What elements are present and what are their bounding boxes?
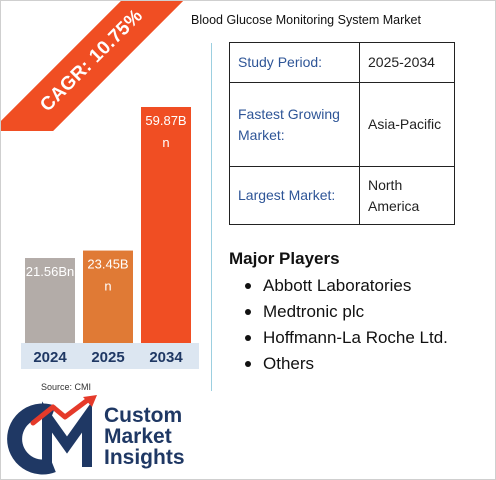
source-note: Source: CMI (41, 382, 92, 392)
largest-market-key: Largest Market: (229, 166, 360, 225)
list-item: Abbott Laboratories (243, 273, 483, 299)
table-row: Largest Market: North America (229, 166, 455, 225)
tick-label-2025: 2025 (91, 349, 124, 366)
study-period-value: 2025-2034 (359, 42, 455, 83)
logo-line-market: Market (104, 425, 172, 448)
fastest-market-key: Fastest Growing Market: (229, 82, 360, 167)
bar-2025 (83, 250, 133, 343)
bar-2034 (141, 107, 191, 343)
list-item: Others (243, 351, 483, 377)
bar-chart: 21.56Bn 2024 23.45B n 2025 59.87B n 2034 (21, 107, 199, 369)
bar-2024 (25, 258, 75, 343)
players-list: Abbott Laboratories Medtronic plc Hoffma… (243, 273, 483, 377)
data-label-2034: 59.87B n (145, 113, 186, 150)
year-band (21, 343, 199, 369)
logo-m-mark (42, 401, 92, 467)
data-label-2025: 23.45B n (87, 257, 128, 294)
cmi-logo (7, 395, 97, 475)
logo-line-custom: Custom (104, 404, 183, 427)
logo-c-mark (7, 403, 56, 475)
list-item: Medtronic plc (243, 299, 483, 325)
data-label-2024: 21.56Bn (26, 264, 74, 279)
tick-label-2034: 2034 (149, 349, 183, 366)
logo-wordmark: Custom Market Insights (104, 405, 185, 468)
page-title: Blood Glucose Monitoring System Market (191, 13, 421, 27)
largest-market-value: North America (359, 166, 455, 225)
tick-label-2024: 2024 (33, 349, 67, 366)
list-item: Hoffmann-La Roche Ltd. (243, 325, 483, 351)
fastest-market-value: Asia-Pacific (359, 82, 455, 167)
players-heading: Major Players (229, 249, 340, 268)
table-row: Fastest Growing Market: Asia-Pacific (229, 82, 455, 167)
logo-line-insights: Insights (104, 446, 185, 469)
logo-arrow-mark (30, 396, 92, 426)
study-period-key: Study Period: (229, 42, 360, 83)
info-table: Study Period: 2025-2034 Fastest Growing … (229, 42, 455, 225)
table-row: Study Period: 2025-2034 (229, 42, 455, 83)
divider (211, 43, 212, 391)
